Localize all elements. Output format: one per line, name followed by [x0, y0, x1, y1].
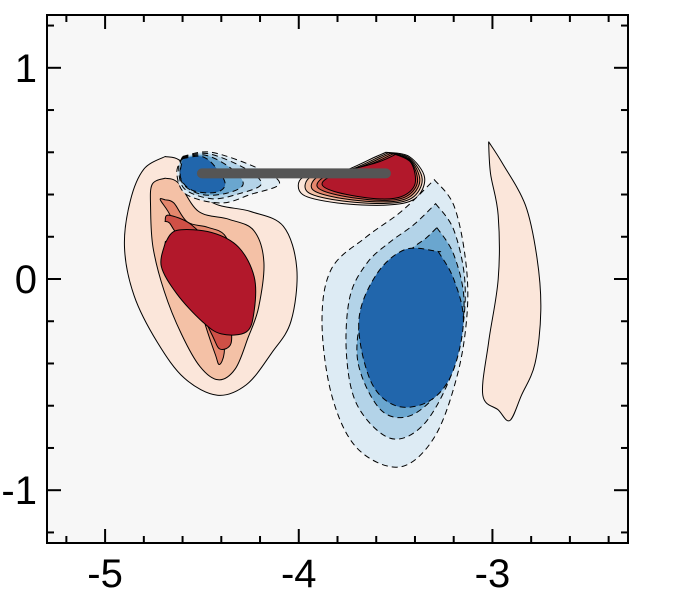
contour-regions — [123, 141, 542, 468]
tick-labels: -5 -4 -3 1 0 -1 — [1, 47, 510, 596]
lower-negative-vortex — [321, 178, 469, 468]
x-tick-label: -3 — [475, 552, 511, 596]
y-tick-label: 0 — [15, 258, 37, 302]
y-tick-label: 1 — [15, 47, 37, 91]
left-positive-vortex — [123, 155, 298, 396]
axis-ticks — [47, 15, 628, 543]
right-positive-band — [481, 141, 542, 422]
x-tick-label: -4 — [281, 552, 317, 596]
y-tick-label: -1 — [1, 469, 37, 513]
x-tick-label: -5 — [87, 552, 123, 596]
lower-negative-vortex-level-4 — [358, 247, 464, 408]
left-positive-vortex-level-5 — [160, 229, 257, 336]
right-positive-band-level-1 — [481, 141, 542, 422]
